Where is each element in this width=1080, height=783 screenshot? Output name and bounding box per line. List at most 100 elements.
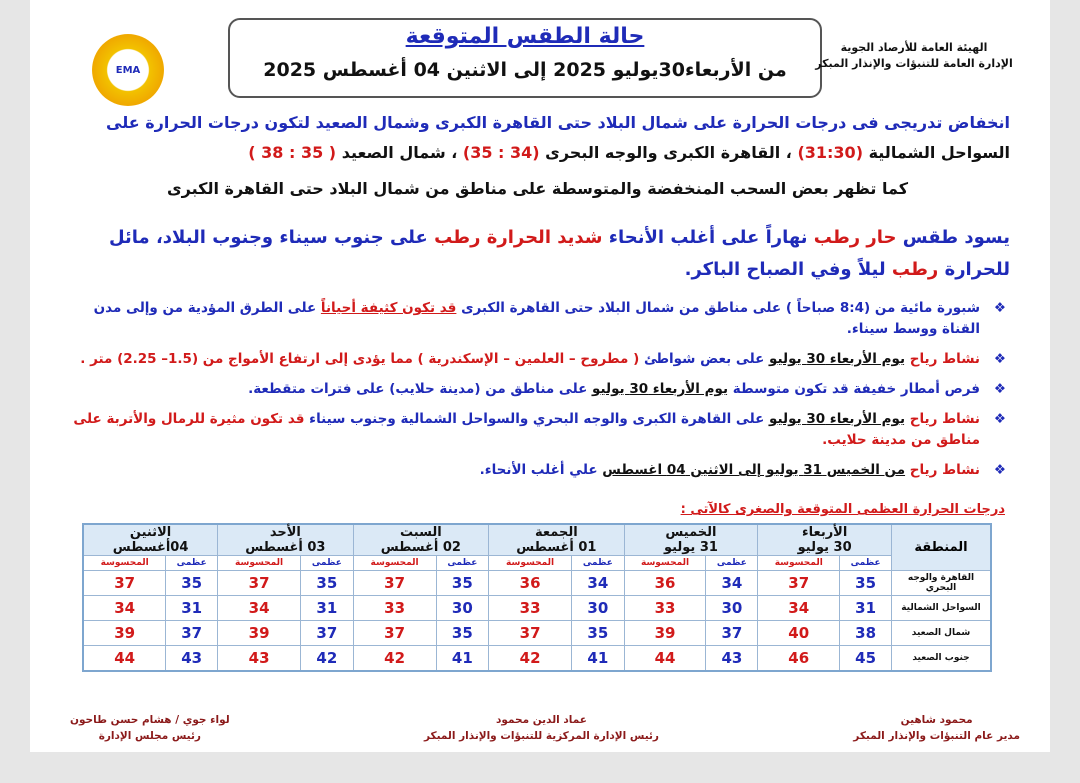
temperature: 43 <box>705 645 759 672</box>
text-segment: شديد الحرارة رطب <box>434 227 603 248</box>
day-date: 02 أغسطس <box>380 540 461 555</box>
title: حالة الطقس المتوقعة <box>405 24 645 49</box>
text-segment: شبورة مائية من (8:4 صباحاً ) على مناطق م… <box>456 300 980 316</box>
temperature: 33 <box>488 595 573 621</box>
temperature: 35 <box>300 570 354 596</box>
signature: محمود شاهين مدير عام التنبؤات والإنذار ال… <box>853 712 1020 744</box>
text-segment: من الخميس 31 يوليو إلى الاثنين 04 اغسطس <box>602 462 906 478</box>
temperature: 44 <box>82 645 167 672</box>
bullet-item: فرص أمطار خفيفة قد تكون متوسطة يوم الأرب… <box>65 379 1010 400</box>
summary-paragraph: كما تظهر بعض السحب المنخفضة والمتوسطة عل… <box>65 174 1010 204</box>
text-segment: رطب <box>891 259 939 280</box>
temperature: 34 <box>705 570 759 596</box>
signature-role: مدير عام التنبؤات والإنذار المبكر <box>853 730 1020 742</box>
day-name: السبت <box>400 525 442 540</box>
day-name: الاثنين <box>129 525 172 540</box>
temperature: 42 <box>352 645 437 672</box>
temperature: 37 <box>705 620 759 646</box>
day-header: الاثنين 04أغسطس <box>82 523 219 556</box>
text-segment: ، شمال الصعيد <box>336 143 463 162</box>
temperature: 36 <box>488 570 573 596</box>
temperature: 37 <box>300 620 354 646</box>
temperature: 34 <box>82 595 167 621</box>
weather-text: يسود طقس حار رطب نهاراً على أغلب الأنحاء… <box>65 222 1010 286</box>
subheader: المحسوسة <box>488 555 573 571</box>
org-line: الهيئة العامة للأرصاد الجوية <box>840 41 988 54</box>
temperature: 35 <box>435 620 490 646</box>
text-segment: نشاط رياح <box>905 351 980 367</box>
temperature: 30 <box>435 595 490 621</box>
temperature: 30 <box>571 595 625 621</box>
text-segment: كما تظهر بعض السحب المنخفضة والمتوسطة عل… <box>166 179 908 198</box>
subheader: عظمى <box>705 555 759 571</box>
temperature: 36 <box>623 570 707 596</box>
text-segment: حار رطب <box>813 227 897 248</box>
bullet-item: نشاط رياح من الخميس 31 يوليو إلى الاثنين… <box>65 460 1010 481</box>
day-header: الأربعاء 30 يوليو <box>757 523 892 556</box>
text-segment: ، القاهرة الكبرى والوجه البحرى <box>539 143 798 162</box>
text-segment: على القاهرة الكبرى والوجه البحري والسواح… <box>304 411 770 427</box>
region: جنوب الصعيد <box>891 645 992 672</box>
temperature: 37 <box>352 620 437 646</box>
temperature: 45 <box>839 645 892 672</box>
bullet-item: نشاط رياح يوم الأربعاء 30 يوليو على القا… <box>65 409 1010 451</box>
logo-text: EMA <box>112 63 144 77</box>
text-segment: على مناطق من (مدينة حلايب) على فترات متق… <box>248 381 593 397</box>
region-header: المنطقة <box>891 523 992 571</box>
summary: انخفاض تدريجى فى درجات الحرارة على شمال … <box>65 108 1010 204</box>
temperature: 42 <box>488 645 573 672</box>
signature-name: محمود شاهين <box>900 714 973 726</box>
logo: EMA <box>92 34 164 106</box>
temperature: 33 <box>623 595 707 621</box>
temperature: 35 <box>435 570 490 596</box>
temperature: 34 <box>217 595 302 621</box>
day-date: 03 أغسطس <box>245 540 326 555</box>
temperature: 39 <box>217 620 302 646</box>
text-segment: ( مطروح – العلمين – الإسكندرية ) مما يؤد… <box>80 351 640 367</box>
signature-role: رئيس مجلس الإدارة <box>98 730 201 742</box>
header-box: حالة الطقس المتوقعة من الأربعاء30يوليو 2… <box>228 18 822 98</box>
region: القاهرة والوجه البحري <box>891 570 992 596</box>
temperature: 35 <box>839 570 892 596</box>
subheader: عظمى <box>435 555 490 571</box>
bullet-item: شبورة مائية من (8:4 صباحاً ) على مناطق م… <box>65 298 1010 340</box>
org-line: الإدارة العامة للتنبؤات والإنذار المبكر <box>815 57 1013 70</box>
bullet-list: شبورة مائية من (8:4 صباحاً ) على مناطق م… <box>65 298 1010 490</box>
subheader: عظمى <box>571 555 625 571</box>
day-header: السبت 02 أغسطس <box>352 523 490 556</box>
temperature: 38 <box>839 620 892 646</box>
temperature: 42 <box>300 645 354 672</box>
header-row: المنطقة الأربعاء 30 يوليو الخميس 31 يوليو الج… <box>82 523 992 571</box>
subheader: عظمى <box>839 555 892 571</box>
text-segment: يوم الأربعاء 30 يوليو <box>769 411 906 427</box>
text-segment: علي أغلب الأنحاء. <box>479 462 603 478</box>
temperature: 31 <box>839 595 892 621</box>
signature-name: عماد الدين محمود <box>496 714 587 726</box>
signature: لواء جوي / هشام حسن طاحون رئيس مجلس الإدا… <box>70 712 230 744</box>
text-segment: قد تكون كثيفة أحياناً <box>320 300 457 316</box>
temperature: 46 <box>757 645 841 672</box>
document: EMA حالة الطقس المتوقعة من الأربعاء30يول… <box>30 0 1050 752</box>
data-row: السواحل الشمالية 31 34 30 33 30 33 30 33 31 34 31 34 <box>82 595 992 621</box>
summary-paragraph: انخفاض تدريجى فى درجات الحرارة على شمال … <box>65 108 1010 168</box>
data-row: شمال الصعيد 38 40 37 39 35 37 35 37 37 39 37 39 <box>82 620 992 646</box>
day-header: الأحد 03 أغسطس <box>217 523 354 556</box>
temperature: 31 <box>165 595 219 621</box>
temperature-table: المنطقة الأربعاء 30 يوليو الخميس 31 يوليو الج… <box>82 523 992 672</box>
day-date: 04أغسطس <box>112 540 189 555</box>
day-date: 31 يوليو <box>663 540 718 555</box>
temperature: 35 <box>571 620 625 646</box>
subheader-row: عظمى المحسوسة عظمى المحسوسة عظمى المحسوسة عظمى… <box>82 555 991 571</box>
day-name: الخميس <box>665 525 717 540</box>
temperature: 41 <box>571 645 625 672</box>
text-segment: يوم الأربعاء 30 يوليو <box>769 351 906 367</box>
text-segment: فرص أمطار خفيفة قد تكون متوسطة <box>728 381 980 397</box>
day-header: الخميس 31 يوليو <box>623 523 759 556</box>
subheader: المحسوسة <box>352 555 437 571</box>
temperature: 37 <box>488 620 573 646</box>
temperature: 37 <box>165 620 219 646</box>
text-segment: انخفاض تدريجى فى درجات الحرارة على شمال … <box>106 113 1010 132</box>
text-segment: يسود طقس <box>896 227 1010 248</box>
day-name: الجمعة <box>535 525 578 540</box>
organization: الهيئة العامة للأرصاد الجوية الإدارة الع… <box>814 40 1014 72</box>
